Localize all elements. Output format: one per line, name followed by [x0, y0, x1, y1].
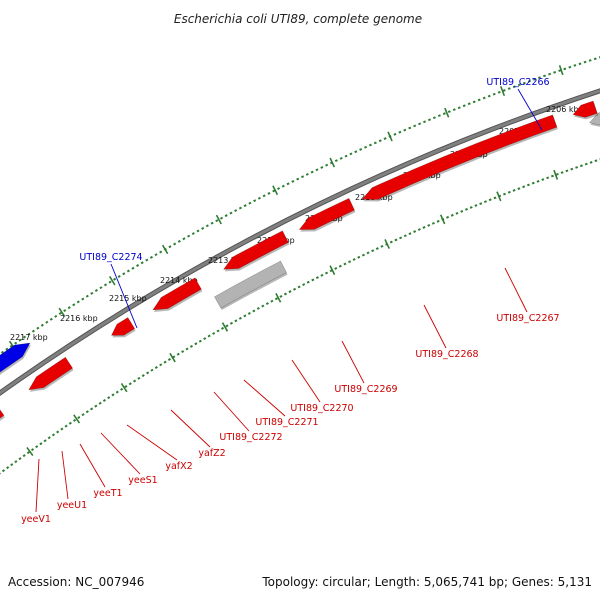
inner-tick-track [0, 158, 600, 475]
gene-label-uti89_c2274[interactable]: UTI89_C2274 [79, 252, 142, 263]
gene-leader-line [35, 458, 40, 513]
gene-label-uti89_c2266[interactable]: UTI89_C2266 [486, 77, 549, 88]
gene-leader-line [110, 263, 138, 329]
map-title: Escherichia coli UTI89, complete genome [174, 12, 422, 26]
gene-label-uti89_c2269[interactable]: UTI89_C2269 [334, 384, 397, 395]
gene-yees1-shape [0, 409, 5, 419]
gene-label-uti89_c2270[interactable]: UTI89_C2270 [290, 403, 353, 414]
gene-features [0, 100, 600, 421]
gene-yafx2-shape [28, 356, 74, 391]
kbp-label: 2217 kbp [10, 333, 48, 342]
gene-uti89_c2271-shape [223, 230, 289, 270]
kbp-label: 2216 kbp [60, 314, 98, 323]
gene-leader-line [291, 359, 321, 403]
gene-leader-line [126, 424, 178, 461]
gene-label-yafz2[interactable]: yafZ2 [198, 448, 225, 459]
gene-leader-line [170, 409, 211, 448]
gene-label-uti89_c2271[interactable]: UTI89_C2271 [255, 417, 318, 428]
genome-backbone [0, 88, 600, 397]
gene-label-uti89_c2268[interactable]: UTI89_C2268 [415, 349, 478, 360]
gene-uti89_c2268a-shape [572, 100, 598, 118]
gene-uti89_c2268-shape [361, 114, 558, 200]
gene-leader-line [79, 443, 106, 488]
gene-label-yafx2[interactable]: yafX2 [165, 461, 192, 472]
accession-text: Accession: NC_007946 [8, 575, 144, 589]
gene-leader-line [504, 267, 528, 313]
gene-uti89_c2272-shape [152, 277, 202, 311]
gene-leader-line [243, 379, 286, 417]
gene-labels: UTI89_C2266 UTI89_C2274 UTI89_C2267 UTI89_C… [21, 77, 560, 525]
outer-tick-track [0, 56, 600, 354]
gene-label-uti89_c2272[interactable]: UTI89_C2272 [219, 432, 282, 443]
gene-label-yeet1[interactable]: yeeT1 [93, 488, 122, 499]
kbp-label: 2214 kbp [160, 276, 198, 285]
kbp-label: 2213 kbp [208, 256, 246, 265]
gene-label-yeeu1[interactable]: yeeU1 [57, 500, 87, 511]
gene-leader-line [213, 391, 250, 432]
gene-uti89_c2270-shape [214, 260, 287, 309]
kbp-label: 2215 kbp [109, 294, 147, 303]
gene-yafz2-shape [110, 317, 136, 336]
gene-leader-line [61, 450, 69, 500]
gene-leader-line [423, 304, 447, 349]
gene-label-yees1[interactable]: yeeS1 [128, 475, 157, 486]
topology-text: Topology: circular; Length: 5,065,741 bp… [261, 575, 592, 589]
gene-label-yeev1[interactable]: yeeV1 [21, 514, 51, 525]
gene-leader-line [341, 340, 365, 384]
gene-uti89_c2274-shape [0, 342, 31, 373]
kbp-label: 2206 kbp [546, 105, 584, 114]
gene-uti89_c2269-shape [298, 197, 355, 230]
gene-leader-line [517, 88, 543, 131]
gene-leader-line [100, 432, 141, 475]
gene-label-uti89_c2267[interactable]: UTI89_C2267 [496, 313, 559, 324]
